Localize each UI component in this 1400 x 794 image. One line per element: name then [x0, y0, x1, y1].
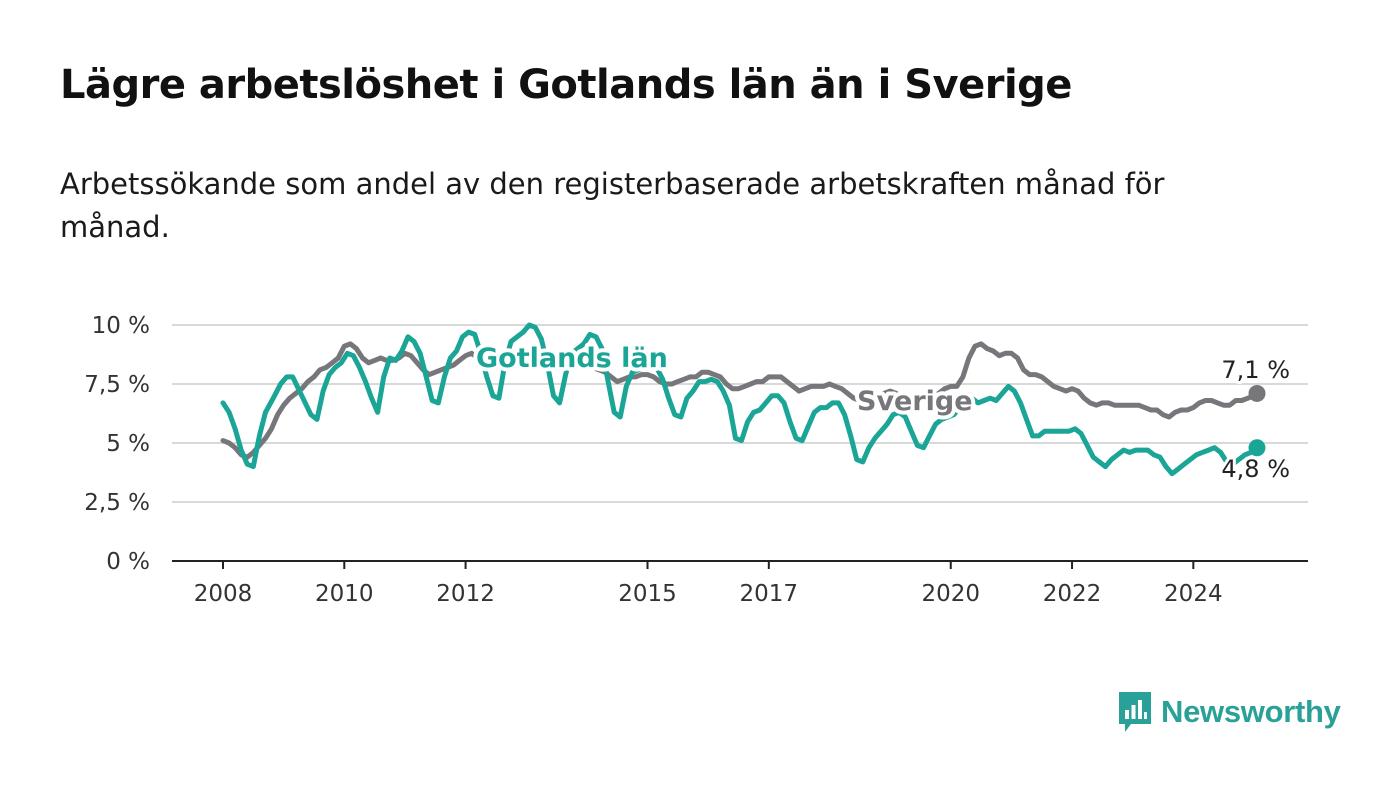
x-tick-label: 2017 — [740, 581, 799, 607]
y-tick-label: 0 % — [106, 549, 150, 575]
series-label-gotland: Gotlands län — [476, 343, 668, 374]
x-axis-ticks: 2008 2010 2012 2015 2017 2020 2022 2024 — [194, 561, 1223, 607]
x-tick-label: 2020 — [921, 581, 980, 607]
brand-name: Newsworthy — [1161, 694, 1341, 729]
series-label-halo: Gotlands län — [476, 343, 668, 374]
chart-title: Lägre arbetslöshet i Gotlands län än i S… — [60, 62, 1072, 108]
end-label-halo: 4,8 % — [1221, 455, 1290, 483]
y-tick-label: 10 % — [92, 313, 150, 339]
x-tick-label: 2010 — [315, 581, 374, 607]
y-tick-label: 7,5 % — [84, 372, 150, 398]
x-tick-label: 2012 — [436, 581, 495, 607]
x-tick-label: 2022 — [1043, 581, 1102, 607]
series-line-gotland — [220, 322, 1260, 477]
series-line-sverige — [220, 341, 1260, 460]
series-label-sverige: Sverige — [857, 386, 973, 417]
gridlines — [172, 324, 1308, 562]
end-markers: 4,8 %4,8 %7,1 %7,1 % — [1218, 353, 1293, 486]
end-value-label-gotland: 4,8 % — [1221, 455, 1290, 483]
brand-logo: Newsworthy — [1117, 690, 1341, 734]
x-tick-label: 2008 — [194, 581, 253, 607]
end-point-gotland — [1248, 439, 1266, 457]
series-lines — [220, 322, 1260, 477]
end-label-halo: 7,1 % — [1221, 356, 1290, 384]
chart-subtitle: Arbetssökande som andel av den registerb… — [60, 167, 1165, 244]
end-point-sverige — [1248, 384, 1266, 402]
y-tick-label: 2,5 % — [84, 490, 150, 516]
end-value-label-sverige: 7,1 % — [1221, 356, 1290, 384]
series-label-halo: Sverige — [857, 386, 973, 417]
y-tick-label: 5 % — [106, 431, 150, 457]
bar-chart-logo-icon — [1119, 692, 1151, 732]
x-tick-label: 2015 — [618, 581, 677, 607]
x-tick-label: 2024 — [1164, 581, 1223, 607]
y-axis-ticks: 0 % 2,5 % 5 % 7,5 % 10 % — [84, 313, 150, 575]
